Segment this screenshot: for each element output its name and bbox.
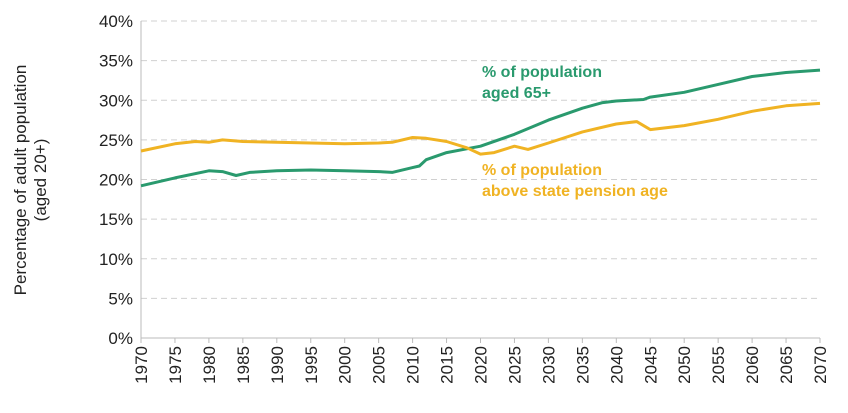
series-label-65plus-line2: aged 65+ <box>482 85 551 102</box>
series-line-aged-65-plus <box>140 68 821 188</box>
x-tick-label: 2025 <box>505 346 524 384</box>
x-tick-label: 2040 <box>607 346 626 384</box>
y-tick-label: 30% <box>99 91 133 110</box>
y-tick-label: 10% <box>99 250 133 269</box>
x-tick-label: 2065 <box>777 346 796 384</box>
x-tick-label: 2055 <box>709 346 728 384</box>
y-tick-label: 15% <box>99 210 133 229</box>
series-line-above-state-pension-age <box>140 101 821 156</box>
x-tick-label: 2010 <box>404 346 423 384</box>
y-tick-label: 5% <box>108 289 133 308</box>
x-tick-label: 2030 <box>539 346 558 384</box>
series-label-65plus-line1: % of population <box>482 64 602 81</box>
y-axis-label-line2: (aged 20+) <box>31 139 50 222</box>
x-tick-label: 2045 <box>641 346 660 384</box>
x-tick-label: 1995 <box>302 346 321 384</box>
x-tick-label: 2015 <box>438 346 457 384</box>
x-tick-label: 1990 <box>268 346 287 384</box>
x-tick-label: 2060 <box>743 346 762 384</box>
y-axis-label: Percentage of adult population <box>11 65 30 296</box>
x-tick-label: 1980 <box>200 346 219 384</box>
x-tick-label: 2000 <box>336 346 355 384</box>
series-label-spa-line2: above state pension age <box>482 183 668 200</box>
y-tick-label: 25% <box>99 131 133 150</box>
x-tick-label: 2050 <box>675 346 694 384</box>
x-tick-label: 2070 <box>811 346 830 384</box>
x-tick-label: 2035 <box>573 346 592 384</box>
x-tick-label: 1985 <box>234 346 253 384</box>
series-label-spa-line1: % of population <box>482 162 602 179</box>
x-tick-label: 1970 <box>132 346 151 384</box>
y-tick-label: 40% <box>99 12 133 31</box>
y-tick-label: 0% <box>108 329 133 348</box>
x-tick-label: 1975 <box>166 346 185 384</box>
x-tick-label: 2020 <box>472 346 491 384</box>
x-tick-label: 2005 <box>370 346 389 384</box>
y-tick-label: 20% <box>99 171 133 190</box>
y-tick-label: 35% <box>99 52 133 71</box>
